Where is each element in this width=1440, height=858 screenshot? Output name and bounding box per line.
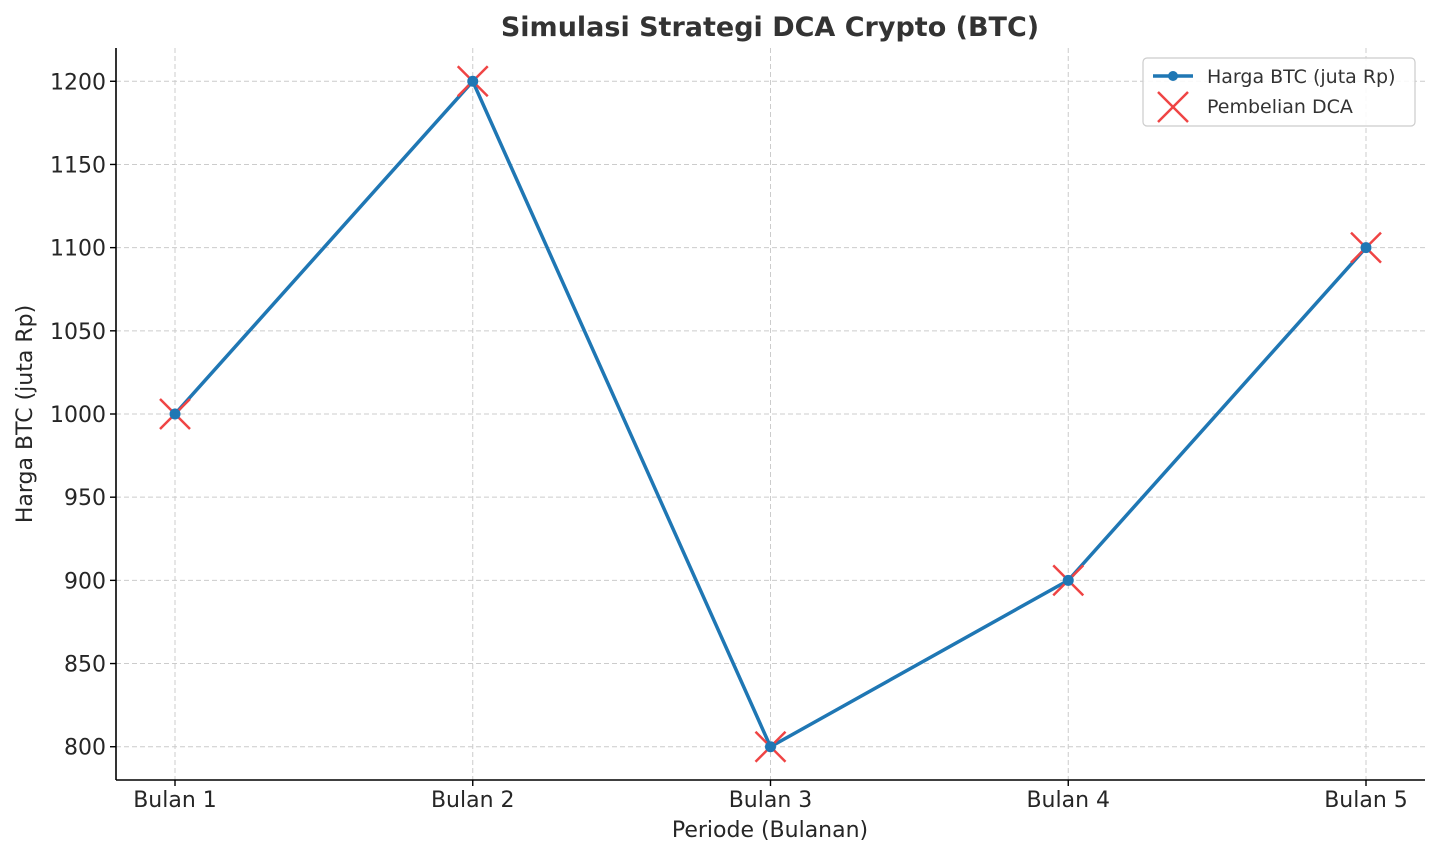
y-tick-label: 1200: [50, 70, 106, 95]
y-axis-label: Harga BTC (juta Rp): [13, 305, 38, 523]
price-point: [765, 741, 776, 753]
x-ticks: Bulan 1 Bulan 2 Bulan 3 Bulan 4 Bulan 5: [133, 780, 1408, 813]
price-point-series: [169, 75, 1372, 753]
x-axis-label: Periode (Bulanan): [672, 818, 868, 843]
y-tick-label: 1000: [50, 403, 106, 428]
legend-label-dca: Pembelian DCA: [1207, 96, 1353, 118]
y-tick-label: 1100: [50, 237, 106, 262]
legend-box: [1142, 57, 1416, 127]
legend: Harga BTC (juta Rp) Pembelian DCA: [1142, 57, 1416, 127]
x-tick-label: Bulan 3: [729, 788, 813, 813]
x-tick-label: Bulan 2: [431, 788, 515, 813]
chart-title: Simulasi Strategi DCA Crypto (BTC): [501, 12, 1039, 43]
price-point: [1360, 242, 1372, 254]
x-tick-label: Bulan 4: [1026, 788, 1110, 813]
y-tick-label: 800: [64, 736, 106, 761]
price-point: [169, 408, 181, 420]
y-tick-label: 950: [64, 486, 106, 511]
y-tick-label: 1050: [50, 320, 106, 345]
y-tick-label: 900: [64, 569, 106, 594]
legend-dot-icon: [1168, 71, 1178, 81]
legend-label-price: Harga BTC (juta Rp): [1207, 66, 1396, 88]
x-tick-label: Bulan 5: [1324, 788, 1408, 813]
x-tick-label: Bulan 1: [133, 788, 217, 813]
price-point: [1062, 574, 1074, 586]
y-ticks: 800 850 900 950 1000 1050 1100 1150 1200: [50, 70, 116, 761]
legend-x-icon: [1157, 91, 1189, 123]
price-point: [467, 75, 479, 87]
grid: [116, 48, 1425, 780]
y-tick-label: 850: [64, 653, 106, 678]
y-tick-label: 1150: [50, 153, 106, 178]
